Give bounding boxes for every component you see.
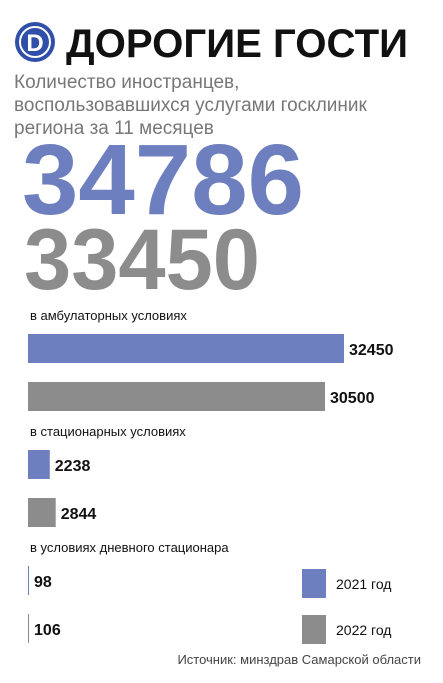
- logo-letter: D: [26, 30, 43, 57]
- bar: [28, 334, 344, 363]
- legend-label: 2021 год: [336, 576, 391, 592]
- subtitle: Количество иностранцев,: [14, 72, 239, 93]
- value-label: 2238: [55, 458, 91, 475]
- source: Источник: минздрав Самарской области: [177, 652, 421, 667]
- subtitle: воспользовавшихся услугами госклиник: [14, 95, 368, 116]
- bar: [28, 450, 50, 479]
- logo-ring: [19, 26, 51, 58]
- category-label: в условиях дневного стационара: [30, 540, 229, 555]
- bar: [28, 614, 30, 643]
- total-2022: 33450: [24, 212, 260, 308]
- bar: [28, 382, 326, 411]
- subtitle: региона за 11 месяцев: [14, 118, 214, 139]
- total-2021: 34786: [22, 124, 304, 236]
- chart-title: ДОРОГИЕ ГОСТИ: [66, 22, 408, 66]
- legend-swatch: [302, 569, 326, 598]
- value-label: 30500: [330, 390, 375, 407]
- value-label: 32450: [349, 342, 394, 359]
- bar: [28, 566, 29, 595]
- value-label: 98: [34, 574, 52, 591]
- value-label: 106: [34, 622, 61, 639]
- category-label: в стационарных условиях: [30, 424, 186, 439]
- legend-label: 2022 год: [336, 622, 391, 638]
- legend-swatch: [302, 615, 326, 644]
- value-label: 2844: [61, 506, 97, 523]
- bar: [28, 498, 56, 527]
- category-label: в амбулаторных условиях: [30, 308, 187, 323]
